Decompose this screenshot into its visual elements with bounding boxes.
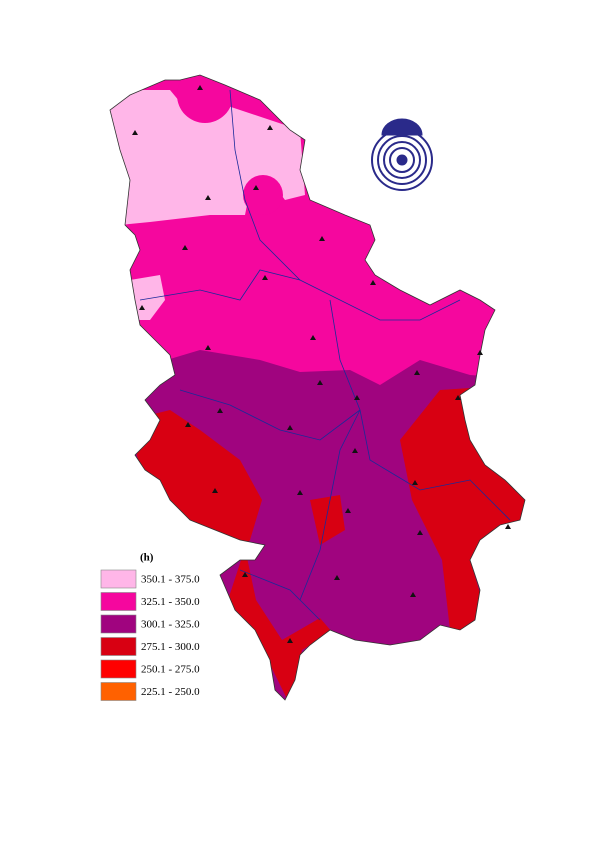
logo bbox=[371, 118, 433, 191]
legend-swatch bbox=[100, 614, 137, 634]
legend-swatch bbox=[100, 637, 137, 656]
legend-swatch bbox=[100, 682, 137, 701]
legend-label: 275.1 - 300.0 bbox=[141, 641, 200, 653]
legend-swatch bbox=[100, 569, 137, 589]
zone bbox=[310, 495, 345, 545]
zone bbox=[177, 75, 233, 123]
zone bbox=[130, 275, 165, 320]
legend-label: 225.1 - 250.0 bbox=[141, 686, 200, 698]
zone bbox=[400, 388, 525, 632]
stations bbox=[132, 85, 511, 643]
legend-swatch bbox=[100, 659, 137, 679]
legend-label: 300.1 - 325.0 bbox=[141, 619, 200, 631]
zone bbox=[130, 410, 262, 560]
zone bbox=[110, 90, 305, 225]
legend-swatch bbox=[100, 592, 137, 611]
legend-title: (h) bbox=[140, 552, 154, 564]
zone bbox=[243, 175, 283, 215]
legend-label: 250.1 - 275.0 bbox=[141, 664, 200, 676]
rivers bbox=[139, 89, 511, 621]
legend: (h) 350.1 - 375.0 325.1 - 350.0 300.1 - 32… bbox=[100, 552, 200, 701]
legend-label: 350.1 - 375.0 bbox=[141, 574, 200, 586]
legend-label: 325.1 - 350.0 bbox=[141, 596, 200, 608]
